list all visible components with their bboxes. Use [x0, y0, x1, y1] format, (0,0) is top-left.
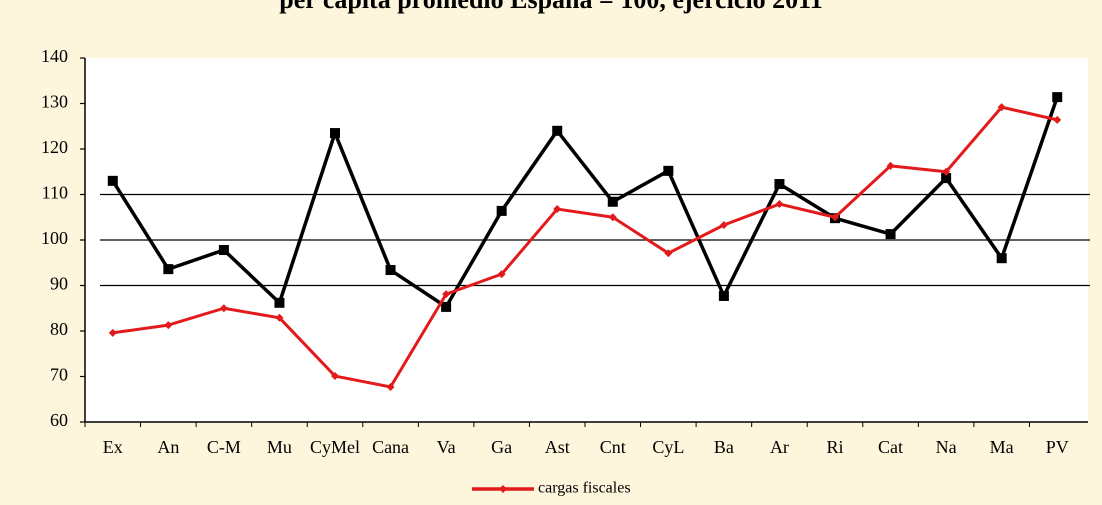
point: [552, 125, 563, 136]
x-tick-label: An: [157, 437, 179, 457]
point: [442, 290, 451, 299]
point: [996, 253, 1007, 264]
point: [775, 200, 784, 209]
point: [164, 321, 173, 330]
point: [719, 220, 728, 229]
point: [718, 290, 729, 301]
point: [997, 103, 1006, 112]
x-tick-label: PV: [1046, 437, 1069, 457]
x-tick-label: CyMel: [310, 437, 360, 457]
x-tick-label: Ga: [491, 437, 512, 457]
x-tick-label: CyL: [652, 437, 684, 457]
x-tick-label: Mu: [267, 437, 292, 457]
y-tick-label: 100: [41, 228, 68, 248]
x-tick-label: Cnt: [600, 437, 626, 457]
y-tick-label: 90: [50, 274, 68, 294]
series-line: [112, 105, 1058, 389]
point: [941, 173, 952, 184]
point: [831, 213, 839, 222]
legend-marker: [499, 485, 507, 493]
x-tick-label: Ri: [826, 437, 843, 457]
x-tick-label: Ma: [990, 437, 1014, 457]
point: [885, 229, 896, 240]
y-tick-label: 130: [41, 92, 68, 112]
point: [663, 165, 674, 176]
point: [274, 297, 285, 308]
point: [385, 265, 396, 276]
point: [496, 205, 507, 216]
point: [275, 313, 284, 322]
point: [163, 264, 174, 275]
x-tick-label: Va: [437, 437, 456, 457]
point: [331, 372, 339, 381]
chart-title: per cápita promedio España = 100, ejerci…: [279, 0, 822, 14]
point: [664, 249, 673, 258]
point: [1053, 115, 1062, 124]
point: [441, 301, 452, 312]
point: [330, 128, 340, 139]
x-tick-label: Cana: [372, 437, 409, 457]
y-tick-label: 140: [41, 46, 68, 66]
point: [218, 245, 229, 256]
point: [1052, 92, 1063, 103]
y-tick-label: 120: [41, 137, 68, 157]
x-tick-label: Ex: [103, 437, 123, 457]
series-line: [111, 96, 1059, 309]
point: [219, 304, 228, 313]
x-tick-label: Cat: [878, 437, 903, 457]
x-tick-label: Ar: [770, 437, 789, 457]
y-tick-label: 110: [42, 183, 68, 203]
point: [942, 167, 951, 176]
x-tick-label: Ba: [714, 437, 734, 457]
y-tick-label: 70: [50, 365, 68, 385]
point: [607, 196, 618, 207]
point: [608, 213, 617, 222]
point: [886, 161, 895, 170]
x-tick-label: C-M: [207, 437, 241, 457]
point: [553, 205, 562, 214]
point: [497, 270, 506, 279]
x-tick-label: Na: [936, 437, 957, 457]
point: [774, 179, 785, 190]
point: [386, 382, 395, 391]
y-tick-label: 80: [50, 319, 68, 339]
x-tick-label: Ast: [545, 437, 570, 457]
point: [107, 175, 118, 186]
legend-label: cargas fiscales: [538, 480, 631, 497]
y-tick-label: 60: [50, 410, 68, 430]
point: [108, 328, 117, 337]
